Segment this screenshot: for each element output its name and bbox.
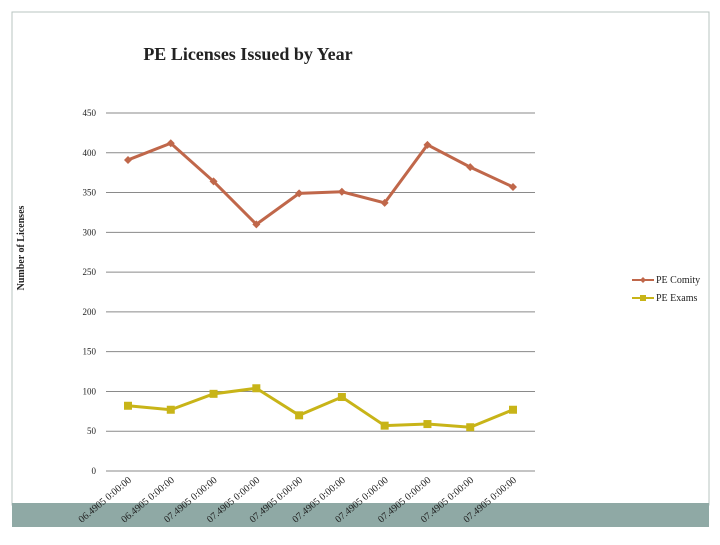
- y-tick-label: 200: [83, 307, 97, 317]
- point: [295, 411, 304, 420]
- point: [252, 220, 261, 229]
- point: [209, 177, 218, 186]
- y-tick-label: 100: [83, 386, 97, 396]
- footer-bar: [12, 503, 709, 527]
- point: [380, 421, 389, 430]
- legend-label: PE Exams: [656, 293, 697, 304]
- y-axis-title: Number of Licenses: [16, 205, 27, 290]
- y-tick-label: 250: [83, 267, 97, 277]
- point: [252, 384, 261, 393]
- point: [509, 182, 517, 191]
- point: [337, 393, 346, 402]
- point: [166, 139, 175, 148]
- point: [509, 405, 517, 414]
- legend-label: PE Comity: [656, 275, 700, 286]
- legend-marker: [640, 295, 646, 301]
- point: [209, 389, 218, 398]
- point: [423, 140, 432, 149]
- y-tick-label: 150: [83, 347, 97, 357]
- point: [466, 163, 475, 172]
- point: [166, 405, 175, 414]
- point: [124, 155, 132, 164]
- chart-title: PE Licenses Issued by Year: [143, 44, 352, 64]
- slide-frame: [11, 11, 710, 506]
- series-line: [127, 141, 514, 227]
- y-tick-label: 450: [83, 108, 97, 118]
- legend-marker: [640, 277, 646, 283]
- point: [295, 189, 304, 198]
- series-line: [127, 386, 514, 429]
- point: [337, 187, 346, 196]
- y-tick-label: 400: [83, 148, 97, 158]
- y-tick-label: 350: [83, 188, 97, 198]
- point: [380, 198, 389, 207]
- point: [466, 423, 475, 432]
- y-tick-label: 300: [83, 227, 97, 237]
- y-tick-label: 50: [87, 426, 97, 436]
- y-tick-label: 0: [92, 466, 97, 476]
- point: [423, 420, 432, 429]
- point: [124, 401, 132, 410]
